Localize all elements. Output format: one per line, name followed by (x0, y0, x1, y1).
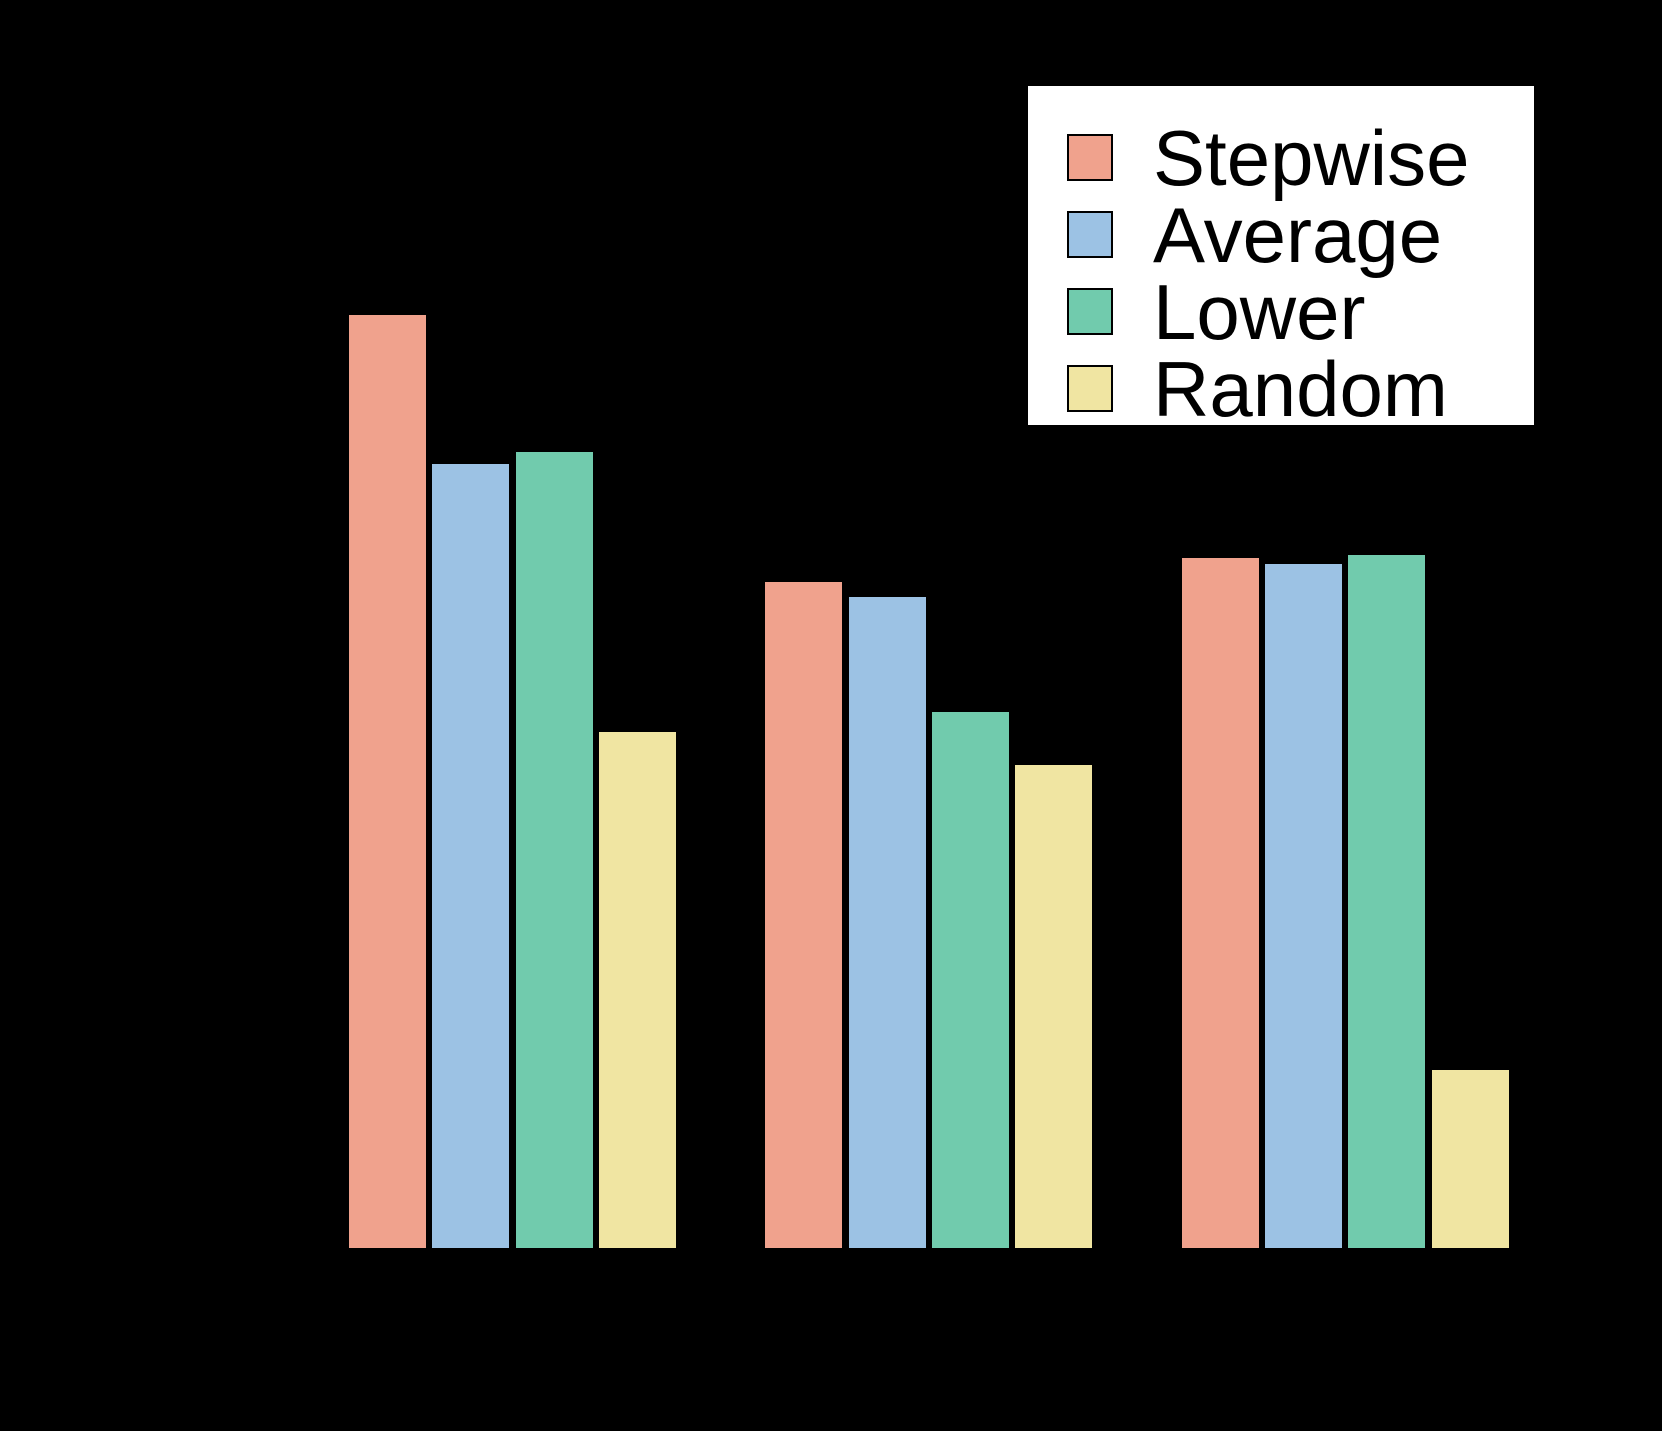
legend-label-stepwise: Stepwise (1153, 113, 1470, 202)
legend-swatch-stepwise (1067, 134, 1113, 181)
bar-average-group2 (846, 595, 928, 1250)
legend-label-lower: Lower (1153, 267, 1366, 356)
legend-item-lower: Lower (1067, 267, 1534, 356)
legend-label-average: Average (1153, 190, 1443, 279)
bar-stepwise-group2 (763, 580, 845, 1250)
bar-stepwise-group1 (347, 313, 428, 1250)
bar-stepwise-group3 (1179, 556, 1261, 1250)
bar-random-group1 (596, 730, 678, 1250)
legend: Stepwise Average Lower Random (1025, 83, 1537, 428)
bar-lower-group3 (1346, 553, 1428, 1250)
bar-average-group3 (1263, 562, 1344, 1250)
legend-item-stepwise: Stepwise (1067, 113, 1534, 202)
bar-lower-group1 (513, 450, 595, 1250)
legend-item-random: Random (1067, 344, 1534, 433)
legend-label-random: Random (1153, 344, 1448, 433)
bar-random-group3 (1429, 1068, 1511, 1250)
legend-swatch-random (1067, 365, 1113, 412)
legend-item-average: Average (1067, 190, 1534, 279)
legend-swatch-average (1067, 211, 1113, 258)
bar-average-group1 (430, 462, 512, 1250)
bar-random-group2 (1013, 763, 1095, 1250)
bar-lower-group2 (929, 710, 1011, 1250)
legend-swatch-lower (1067, 288, 1113, 335)
